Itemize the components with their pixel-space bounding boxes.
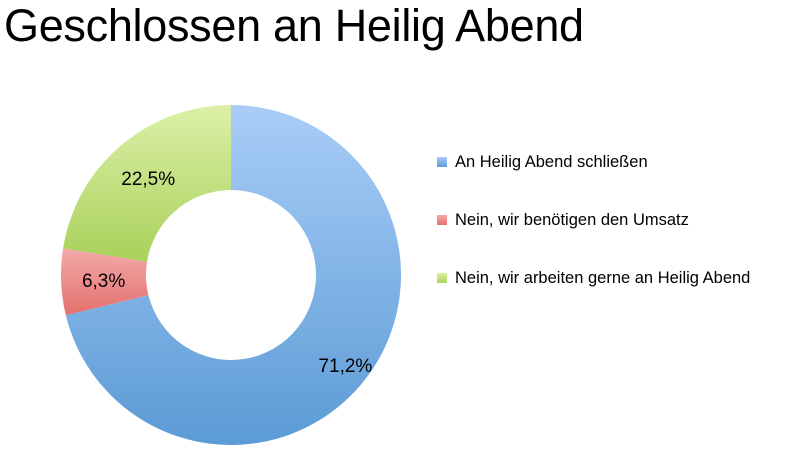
slice-label-close: 71,2%: [318, 356, 372, 377]
legend-swatch-work-gladly: [437, 273, 447, 283]
legend-swatch-close: [437, 157, 447, 167]
donut-slice-work-gladly: [63, 105, 231, 262]
legend-item-work-gladly: Nein, wir arbeiten gerne an Heilig Abend: [437, 266, 797, 290]
legend-swatch-revenue: [437, 215, 447, 225]
donut-slice-revenue: [60, 248, 149, 316]
legend-label-close: An Heilig Abend schließen: [455, 153, 648, 171]
donut-slice-close: [65, 105, 401, 445]
legend: An Heilig Abend schließen Nein, wir benö…: [437, 150, 797, 324]
legend-label-revenue: Nein, wir benötigen den Umsatz: [455, 211, 689, 229]
chart-title: Geschlossen an Heilig Abend: [4, 0, 584, 51]
legend-item-close: An Heilig Abend schließen: [437, 150, 797, 174]
legend-item-revenue: Nein, wir benötigen den Umsatz: [437, 208, 797, 232]
slice-label-work-gladly: 22,5%: [121, 169, 175, 190]
legend-label-work-gladly: Nein, wir arbeiten gerne an Heilig Abend: [455, 269, 751, 287]
slice-label-revenue: 6,3%: [82, 271, 125, 292]
